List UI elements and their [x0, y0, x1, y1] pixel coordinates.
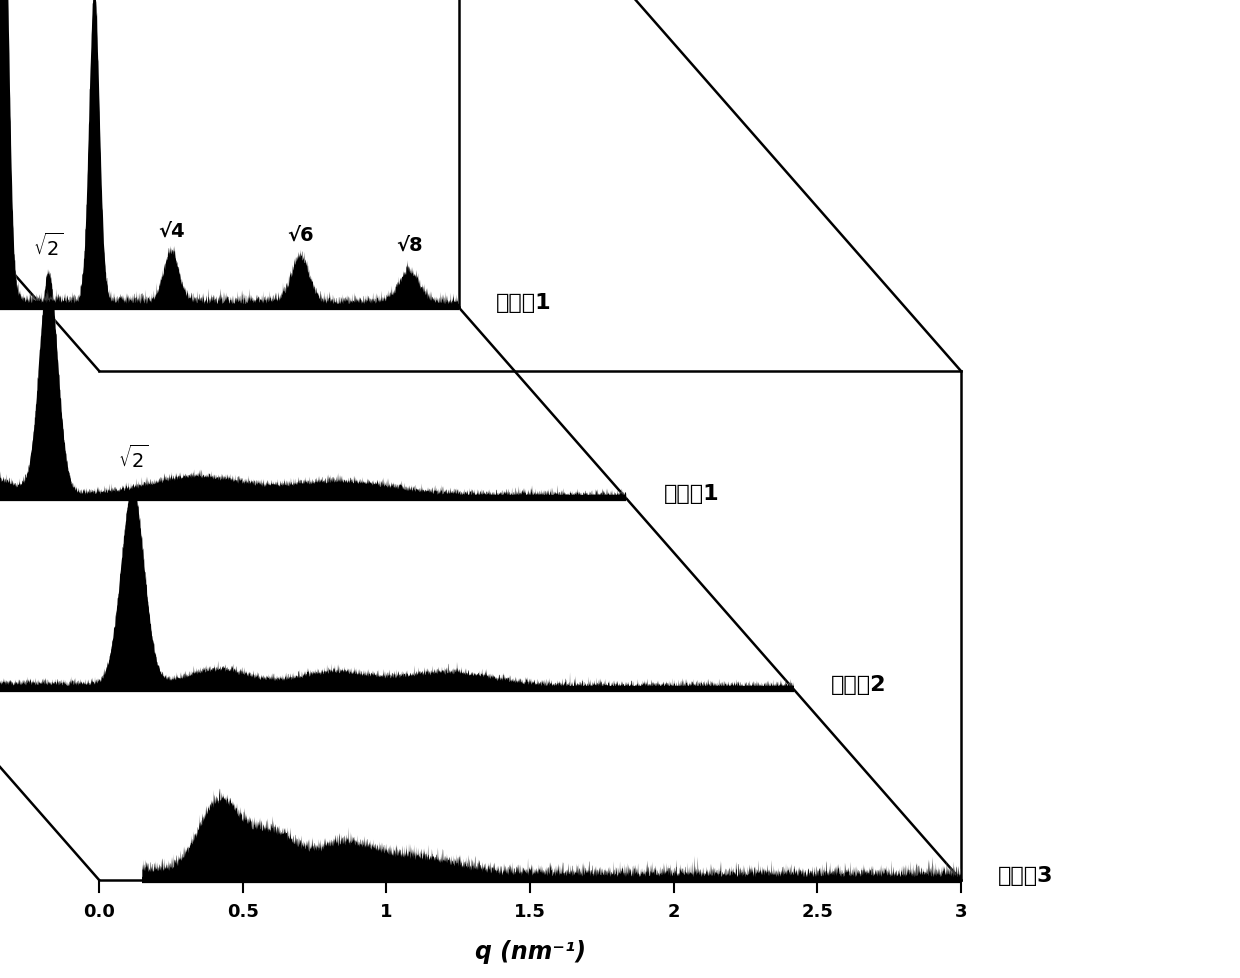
Text: √8: √8 — [396, 235, 423, 254]
Polygon shape — [0, 0, 459, 308]
Polygon shape — [143, 788, 961, 880]
Text: $\sqrt{2}$: $\sqrt{2}$ — [33, 233, 64, 260]
Polygon shape — [143, 788, 961, 880]
Text: 实施例1: 实施例1 — [663, 484, 719, 504]
Polygon shape — [0, 270, 626, 499]
Text: 2.5: 2.5 — [801, 902, 833, 919]
Polygon shape — [0, 486, 794, 689]
Polygon shape — [0, 0, 459, 308]
Text: √4: √4 — [159, 221, 185, 240]
Text: 1: 1 — [381, 902, 393, 919]
Text: √6: √6 — [288, 226, 314, 244]
Text: 2: 2 — [667, 902, 680, 919]
Text: 实施例2: 实施例2 — [831, 675, 887, 694]
Text: 对比例1: 对比例1 — [496, 293, 552, 313]
Text: 0.0: 0.0 — [83, 902, 115, 919]
Text: 1.5: 1.5 — [515, 902, 546, 919]
Text: 0.5: 0.5 — [227, 902, 259, 919]
Polygon shape — [0, 486, 794, 689]
Text: q (nm⁻¹): q (nm⁻¹) — [475, 939, 585, 963]
Text: 3: 3 — [955, 902, 967, 919]
Text: $\sqrt{2}$: $\sqrt{2}$ — [118, 444, 149, 471]
Text: 实施例3: 实施例3 — [998, 866, 1054, 885]
Polygon shape — [0, 270, 626, 499]
